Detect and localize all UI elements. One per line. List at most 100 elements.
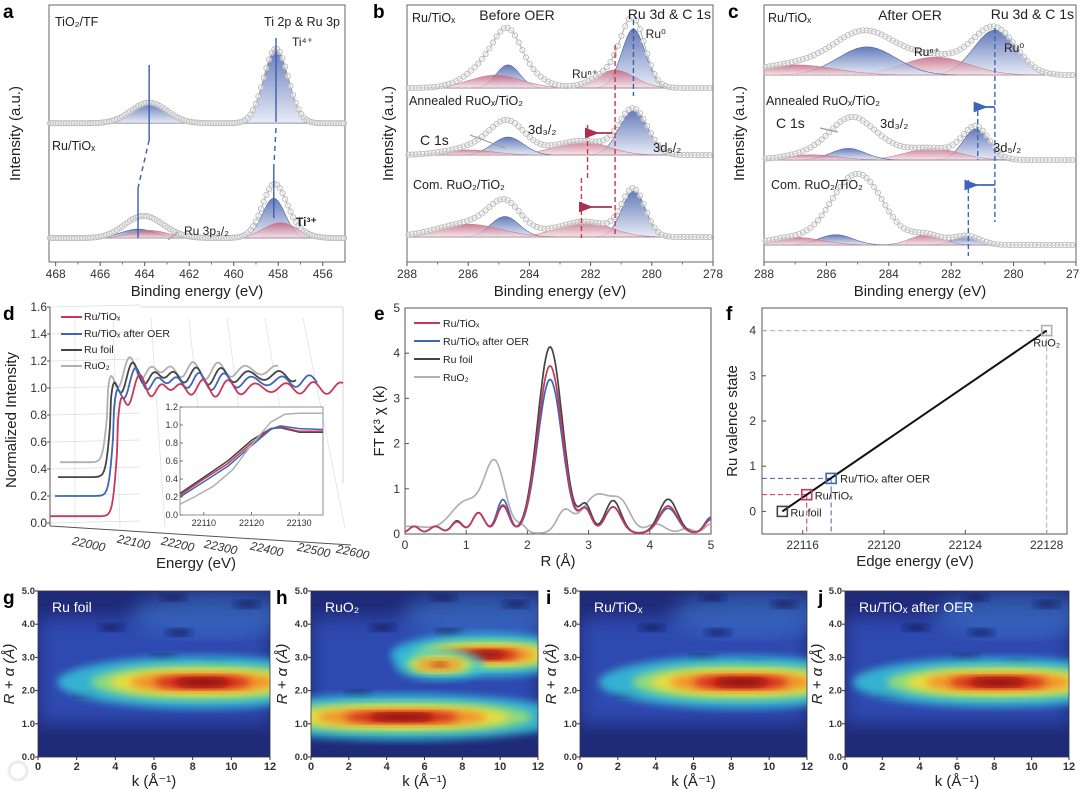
heatmap-title: Ru/TiOₓ — [594, 599, 643, 615]
data-point — [622, 23, 629, 30]
legend-item: RuO₂ — [61, 360, 110, 372]
x-tick-label: 468 — [46, 267, 66, 281]
heatmap-minimum — [968, 628, 995, 637]
data-point — [979, 127, 986, 134]
x-tick-label: 12 — [532, 761, 544, 773]
y-tick-label: 1 — [749, 459, 756, 473]
data-point — [871, 126, 878, 133]
panel-i: 0 2 4 6 8 10 12 0.0 1.0 2.0 3.0 4.0 5.0 k (Å⁻¹) R + α … — [543, 586, 813, 789]
legend-label: Ru/TiOₓ after OER — [443, 336, 529, 348]
y-tick-label: 1.6 — [30, 300, 47, 314]
y-axis-label: Intensity (a.u.) — [380, 86, 397, 181]
inset-y-tick-label: 0.4 — [165, 474, 178, 484]
y-tick-label: 3.0 — [829, 652, 842, 663]
data-point — [340, 120, 347, 127]
data-point — [829, 195, 837, 202]
y-tick-label: 3.0 — [22, 652, 35, 663]
data-point — [953, 138, 960, 146]
data-point — [467, 67, 475, 74]
legend-label: Ru foil — [84, 344, 114, 356]
y-axis-label: FT K³ χ (k) — [371, 386, 388, 457]
y-tick-label: 4.0 — [22, 619, 35, 630]
data-point — [482, 130, 489, 137]
inset-y-tick-label: 0.8 — [165, 438, 178, 448]
x-axis-label: k (Å⁻¹) — [402, 773, 447, 789]
sample-name: Annealed RuOₓ/TiO₂ — [766, 94, 880, 108]
y-tick-label: 5.0 — [829, 586, 842, 597]
panel-letter: h — [276, 588, 288, 609]
data-point — [706, 84, 713, 92]
data-point — [644, 50, 651, 57]
panel-subtitle: Before OER — [479, 7, 554, 23]
y-tick-label: 1.2 — [30, 354, 47, 368]
heatmap-intensity — [714, 677, 768, 688]
peak-label-ti4: Ti⁴⁺ — [292, 35, 313, 49]
spectrum — [405, 105, 713, 159]
y-tick-label: 5.0 — [564, 586, 577, 597]
data-point — [972, 34, 979, 41]
x-tick-label: 10 — [225, 761, 237, 773]
point-label: Ru/TiOₓ — [815, 491, 853, 503]
data-point — [263, 191, 270, 198]
x-tick-label: 286 — [458, 267, 478, 281]
peak-label-ru0: Ru⁰ — [1004, 41, 1024, 55]
y-tick-label: 1.0 — [564, 719, 577, 730]
peak-shift-line-dashed — [273, 127, 277, 169]
x-tick-label: 282 — [581, 267, 601, 281]
data-point — [1020, 53, 1027, 61]
data-point — [867, 123, 874, 130]
data-point — [1069, 156, 1076, 164]
panel-letter: f — [726, 304, 733, 325]
x-tick-label: 22200 — [159, 534, 196, 555]
plot-frame — [763, 4, 1077, 263]
spectrum — [47, 45, 347, 127]
x-tick-label: 8 — [459, 761, 465, 773]
data-point — [287, 208, 294, 215]
grid-line — [150, 317, 166, 529]
panel-letter: a — [3, 2, 14, 23]
data-point — [255, 212, 262, 219]
data-point — [252, 218, 259, 225]
data-point — [1013, 44, 1020, 51]
data-point — [603, 135, 610, 142]
y-tick-label: 4.0 — [295, 619, 308, 630]
data-point — [825, 472, 837, 485]
legend-item: Ru foil — [414, 354, 473, 366]
inset-y-tick-label: 0.6 — [165, 456, 178, 466]
inset-x-tick-label: 22120 — [239, 518, 264, 528]
data-point — [614, 42, 621, 49]
x-tick-label: 4 — [384, 761, 391, 773]
y-tick-label: 2 — [393, 437, 400, 451]
point-label: RuO₂ — [1033, 338, 1060, 350]
data-point — [611, 214, 618, 221]
panel-e: 0 1 2 3 4 5 0 1 2 3 4 5 R (Å) FT K³ χ (k) Ru/TiOₓ Ru/Ti… — [371, 301, 715, 570]
data-point — [818, 136, 825, 143]
data-point — [968, 37, 975, 44]
data-point — [640, 116, 647, 123]
x-axis-label: Binding energy (eV) — [494, 283, 627, 300]
peak-label-run: Ruⁿ⁺ — [572, 67, 598, 81]
spectrum — [762, 113, 1076, 164]
panel-letter: e — [374, 304, 385, 325]
data-point — [833, 121, 840, 128]
x-tick-label: 460 — [224, 267, 244, 281]
watermark-icon — [7, 760, 29, 782]
panel-title: Ru 3d & C 1s — [628, 6, 711, 22]
data-point — [515, 207, 522, 215]
heatmap-intensity — [175, 677, 230, 688]
data-point — [340, 235, 347, 242]
x-tick-label: 6 — [151, 761, 157, 773]
data-point — [263, 65, 270, 72]
heatmap — [311, 591, 538, 757]
data-point — [282, 63, 289, 70]
heatmap-minimum — [1033, 600, 1060, 609]
data-point — [990, 143, 997, 150]
data-point — [822, 206, 829, 214]
x-tick-label: 8 — [190, 761, 196, 773]
y-tick-label: 2.0 — [829, 686, 842, 697]
y-tick-label: 0.0 — [829, 752, 842, 763]
inset-y-tick-label: 0.0 — [165, 510, 178, 520]
x-tick-label: 8 — [991, 761, 997, 773]
data-point — [519, 126, 526, 134]
data-point — [522, 216, 530, 223]
